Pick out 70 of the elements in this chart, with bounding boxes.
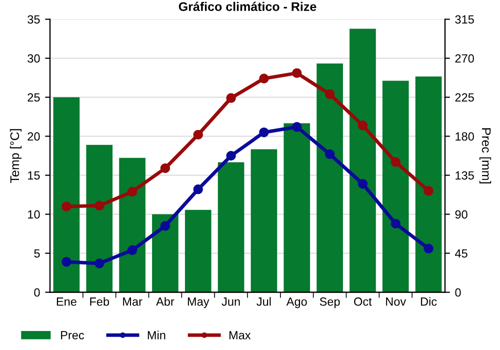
x-tick-label: Dic — [420, 297, 437, 306]
point — [127, 245, 138, 255]
bar — [250, 149, 278, 292]
x-tick-label: Abr — [156, 297, 174, 306]
point — [358, 178, 368, 189]
x-tick-label: Ago — [286, 298, 307, 308]
x-tick-label: Mar — [123, 298, 142, 306]
y2-tick-label: 180 — [456, 132, 474, 141]
point — [94, 200, 104, 211]
y2-tick-label: 90 — [455, 210, 468, 219]
y2-tick-label: 0 — [455, 288, 461, 297]
point — [424, 186, 434, 196]
bar — [382, 80, 409, 292]
point — [324, 89, 335, 99]
bar — [53, 97, 80, 292]
chart-title: Gráfico climático - Rize — [178, 2, 316, 12]
bar — [86, 144, 113, 292]
bar — [184, 210, 212, 292]
y2-axis-title: Prec [mm] — [479, 128, 492, 184]
point — [127, 186, 138, 196]
bar — [316, 63, 343, 292]
y2-tick-label: 225 — [455, 93, 474, 102]
x-tick-label: May — [188, 298, 210, 308]
point — [160, 163, 170, 174]
point — [324, 149, 335, 160]
y2-tick-label: 45 — [454, 249, 468, 258]
legend-label: Prec — [61, 331, 84, 340]
y-axis-title: Temp [°C] — [10, 129, 22, 183]
y-tick-label: 15 — [28, 171, 40, 180]
point — [62, 202, 72, 212]
y2-tick-label: 135 — [456, 171, 474, 180]
y2-tick-label: 270 — [455, 54, 474, 63]
x-tick-label: Nov — [386, 298, 406, 306]
y-tick-label: 5 — [34, 249, 40, 258]
bar — [284, 123, 310, 292]
bar — [350, 28, 376, 292]
point — [94, 258, 104, 268]
point — [259, 127, 269, 138]
y-tick-label: 10 — [28, 210, 40, 219]
x-tick-label: Oct — [354, 297, 372, 306]
y-tick-label: 30 — [28, 54, 40, 63]
x-tick-label: Sep — [320, 297, 340, 308]
legend-label: Max — [229, 331, 251, 340]
bar — [119, 158, 146, 292]
point — [62, 256, 72, 267]
point — [390, 157, 400, 167]
x-tick-label: Feb — [90, 297, 110, 306]
bar — [415, 76, 442, 292]
y-tick-label: 25 — [28, 93, 40, 102]
point — [292, 122, 302, 132]
point — [160, 221, 170, 231]
point — [424, 244, 434, 254]
x-tick-label: Jun — [222, 298, 240, 306]
x-tick-label: Ene — [56, 298, 76, 306]
point — [358, 120, 368, 130]
point — [259, 74, 269, 84]
y-tick-label: 35 — [28, 15, 40, 24]
x-tick-label: Jul — [256, 297, 271, 306]
bar — [152, 214, 178, 292]
bar — [218, 162, 244, 292]
point — [390, 218, 400, 228]
point — [226, 93, 236, 103]
y2-tick-label: 315 — [455, 15, 474, 24]
y-tick-label: 0 — [34, 288, 40, 297]
point — [292, 68, 302, 78]
point — [226, 150, 236, 161]
point — [193, 184, 203, 194]
point — [193, 130, 203, 140]
y-tick-label: 20 — [28, 132, 40, 141]
legend-label: Min — [148, 330, 166, 340]
